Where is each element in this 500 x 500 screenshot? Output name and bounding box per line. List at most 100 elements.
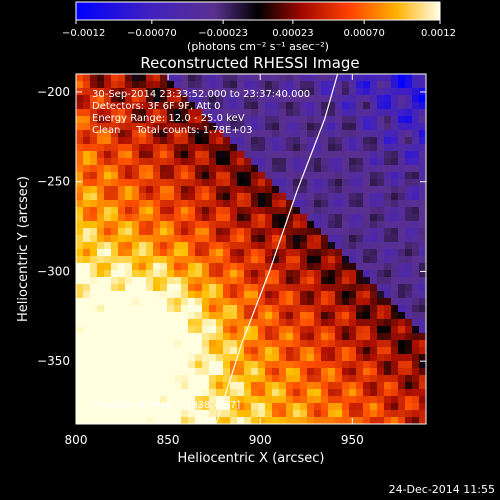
heatmap-cell <box>356 179 364 187</box>
heatmap-cell <box>349 228 357 236</box>
heatmap-cell <box>398 249 406 257</box>
heatmap-cell <box>370 291 378 299</box>
heatmap-cell <box>258 242 266 250</box>
heatmap-cell <box>188 151 196 159</box>
heatmap-cell <box>272 235 280 243</box>
heatmap-cell <box>363 305 371 313</box>
heatmap-cell <box>321 263 329 271</box>
heatmap-cell <box>244 74 252 82</box>
heatmap-cell <box>132 235 140 243</box>
heatmap-cell <box>146 382 154 390</box>
heatmap-cell <box>286 256 294 264</box>
heatmap-cell <box>335 123 343 131</box>
heatmap-cell <box>370 123 378 131</box>
heatmap-cell <box>209 263 217 271</box>
heatmap-cell <box>258 256 266 264</box>
heatmap-cell <box>307 291 315 299</box>
heatmap-cell <box>258 326 266 334</box>
heatmap-cell <box>83 137 91 145</box>
heatmap-cell <box>265 193 273 201</box>
heatmap-cell <box>363 249 371 257</box>
heatmap-cell <box>251 319 259 327</box>
heatmap-cell <box>188 88 196 96</box>
heatmap-cell <box>321 228 329 236</box>
heatmap-cell <box>419 270 426 278</box>
heatmap-cell <box>314 312 322 320</box>
heatmap-cell <box>377 207 385 215</box>
heatmap-cell <box>356 137 364 145</box>
heatmap-cell <box>139 256 147 264</box>
heatmap-cell <box>202 333 210 341</box>
heatmap-cell <box>216 347 224 355</box>
heatmap-cell <box>405 207 413 215</box>
heatmap-cell <box>223 284 231 292</box>
heatmap-cell <box>237 291 245 299</box>
heatmap-cell <box>188 270 196 278</box>
heatmap-cell <box>76 151 84 159</box>
heatmap-cell <box>335 179 343 187</box>
heatmap-cell <box>132 340 140 348</box>
heatmap-cell <box>244 123 252 131</box>
heatmap-cell <box>76 354 84 362</box>
heatmap-cell <box>202 270 210 278</box>
heatmap-cell <box>195 109 203 117</box>
heatmap-cell <box>76 165 84 173</box>
heatmap-cell <box>328 382 336 390</box>
heatmap-cell <box>216 312 224 320</box>
heatmap-cell <box>328 88 336 96</box>
heatmap-cell <box>258 347 266 355</box>
heatmap-cell <box>209 277 217 285</box>
heatmap-cell <box>258 389 266 397</box>
heatmap-cell <box>335 109 343 117</box>
heatmap-cell <box>370 361 378 369</box>
heatmap-cell <box>356 165 364 173</box>
heatmap-cell <box>237 102 245 110</box>
heatmap-cell <box>125 179 133 187</box>
heatmap-cell <box>139 179 147 187</box>
heatmap-cell <box>314 207 322 215</box>
heatmap-cell <box>83 116 91 124</box>
heatmap-cell <box>342 403 350 411</box>
heatmap-cell <box>335 396 343 404</box>
heatmap-cell <box>412 326 420 334</box>
heatmap-cell <box>118 263 126 271</box>
heatmap-cell <box>293 256 301 264</box>
heatmap-cell <box>398 417 406 424</box>
heatmap-cell <box>167 235 175 243</box>
heatmap-cell <box>104 347 112 355</box>
heatmap-cell <box>321 277 329 285</box>
heatmap-cell <box>146 228 154 236</box>
heatmap-cell <box>321 298 329 306</box>
heatmap-cell <box>314 214 322 222</box>
heatmap-cell <box>174 74 182 82</box>
heatmap-cell <box>153 396 161 404</box>
heatmap-cell <box>300 375 308 383</box>
heatmap-cell <box>188 186 196 194</box>
heatmap-cell <box>174 361 182 369</box>
heatmap-cell <box>286 354 294 362</box>
heatmap-cell <box>174 298 182 306</box>
heatmap-cell <box>104 368 112 376</box>
heatmap-cell <box>76 298 84 306</box>
heatmap-cell <box>342 256 350 264</box>
heatmap-cell <box>118 130 126 138</box>
heatmap-cell <box>363 102 371 110</box>
heatmap-cell <box>202 130 210 138</box>
heatmap-cell <box>342 389 350 397</box>
heatmap-cell <box>398 221 406 229</box>
heatmap-cell <box>398 165 406 173</box>
heatmap-cell <box>97 382 105 390</box>
heatmap-cell <box>398 144 406 152</box>
heatmap-cell <box>384 158 392 166</box>
heatmap-cell <box>335 151 343 159</box>
heatmap-cell <box>342 137 350 145</box>
heatmap-cell <box>370 403 378 411</box>
heatmap-cell <box>181 354 189 362</box>
heatmap-cell <box>377 277 385 285</box>
heatmap-cell <box>118 116 126 124</box>
heatmap-cell <box>223 116 231 124</box>
heatmap-cell <box>412 256 420 264</box>
heatmap-cell <box>279 340 287 348</box>
heatmap-cell <box>111 354 119 362</box>
heatmap-cell <box>272 88 280 96</box>
